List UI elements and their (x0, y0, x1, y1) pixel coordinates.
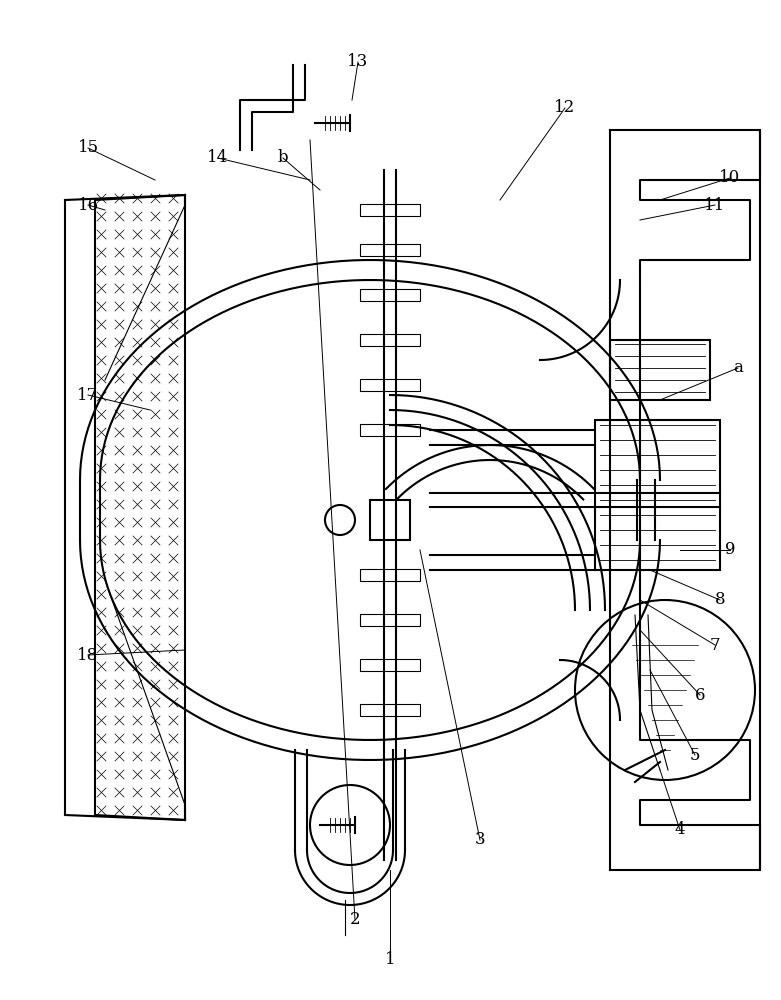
Bar (595, 420, 720, 570)
Text: 5: 5 (690, 746, 701, 764)
Bar (360, 289, 420, 301)
Text: 13: 13 (348, 53, 369, 70)
Text: 12: 12 (555, 100, 576, 116)
Text: 4: 4 (675, 822, 685, 838)
Bar (370, 500, 410, 540)
Bar (360, 244, 420, 256)
Text: 1: 1 (385, 952, 395, 968)
Bar (360, 379, 420, 391)
Text: 11: 11 (704, 196, 726, 214)
Circle shape (325, 505, 355, 535)
Text: 10: 10 (719, 169, 740, 186)
Bar (360, 659, 420, 671)
Text: b: b (278, 149, 288, 166)
Text: 15: 15 (77, 139, 98, 156)
Text: 8: 8 (715, 591, 726, 608)
Text: 17: 17 (77, 386, 98, 403)
Text: 9: 9 (725, 542, 735, 558)
Bar (360, 334, 420, 346)
Bar (360, 704, 420, 716)
Text: 2: 2 (350, 912, 360, 928)
Text: 14: 14 (208, 149, 229, 166)
Text: 18: 18 (77, 647, 98, 664)
Bar (360, 424, 420, 436)
Text: a: a (733, 360, 743, 376)
Bar (360, 204, 420, 216)
Bar (360, 569, 420, 581)
Text: 7: 7 (710, 637, 720, 654)
Bar (610, 340, 710, 400)
Text: 6: 6 (695, 686, 705, 704)
Text: 16: 16 (77, 196, 98, 214)
Bar (360, 614, 420, 626)
Text: 3: 3 (475, 832, 485, 848)
